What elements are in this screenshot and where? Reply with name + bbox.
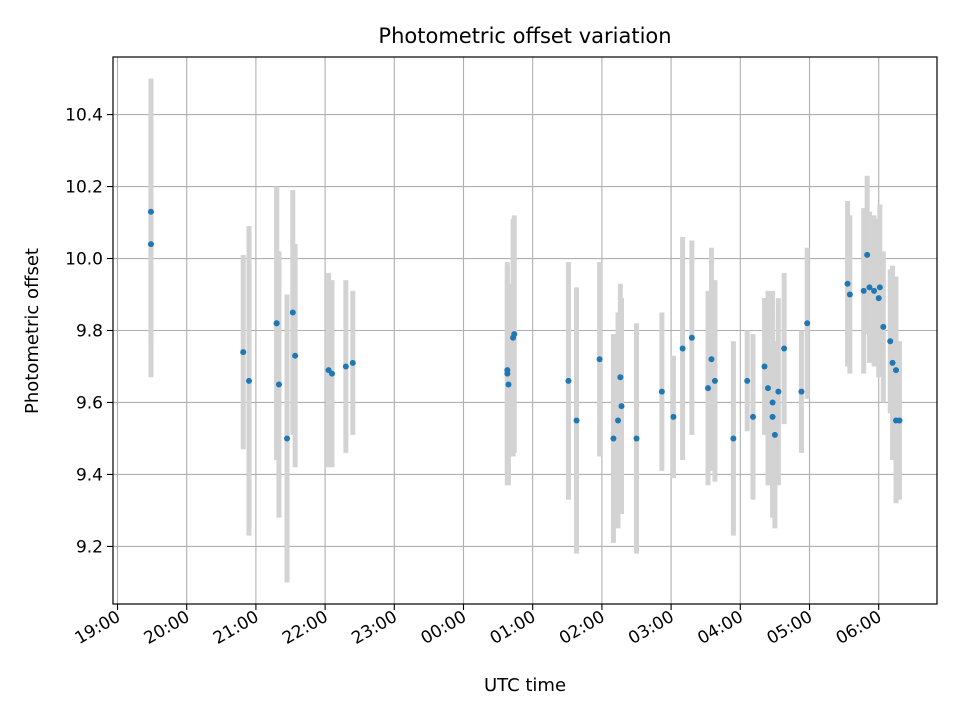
data-point [875,295,882,302]
data-point [633,435,640,442]
grid [113,57,937,604]
data-point [711,377,718,384]
y-axis-ticks: 9.2 9.4 9.6 9.8 10.0 10.2 10.4 [65,106,113,557]
data-point [275,381,282,388]
y-tick-label: 10.2 [65,178,103,198]
data-point [775,388,782,395]
data-point [887,338,894,345]
data-point [708,356,715,363]
data-point [240,349,247,356]
y-tick-label: 9.4 [76,465,103,485]
data-point [596,356,603,363]
data-point [846,291,853,298]
x-tick-label: 19:00 [72,607,124,649]
x-axis-ticks: 19:00 20:00 21:00 22:00 23:00 00:00 01:00 02:00… [72,604,885,649]
data-point [781,345,788,352]
data-point [658,388,665,395]
x-tick-label: 22:00 [279,607,331,649]
x-tick-label: 03:00 [625,607,677,649]
data-point [688,334,695,341]
data-points [147,208,903,442]
data-point [771,431,778,438]
data-point [573,417,580,424]
data-point [511,331,518,338]
data-point [679,345,686,352]
x-axis-label: UTC time [484,675,566,696]
data-point [769,399,776,406]
data-point [342,363,349,370]
data-point [761,363,768,370]
data-point [617,374,624,381]
x-tick-label: 01:00 [487,607,539,649]
x-tick-label: 06:00 [833,607,885,649]
data-point [670,413,677,420]
x-tick-label: 02:00 [556,607,608,649]
y-tick-label: 9.6 [76,393,103,413]
x-tick-label: 23:00 [348,607,400,649]
x-tick-label: 04:00 [694,607,746,649]
x-tick-label: 00:00 [418,607,470,649]
y-tick-label: 10.4 [65,106,103,126]
data-point [893,367,899,374]
x-tick-label: 21:00 [210,607,262,649]
chart-title: Photometric offset variation [378,24,671,48]
data-point [615,417,622,424]
data-point [504,370,511,377]
data-point [618,403,625,410]
data-point [864,251,871,258]
data-point [705,385,712,392]
y-tick-label: 9.8 [76,322,103,342]
data-point [880,323,887,330]
data-point [292,352,299,359]
data-point [329,370,336,377]
data-point [889,359,896,366]
data-point [273,320,280,327]
data-point [289,309,296,316]
data-point [896,417,903,424]
data-point [610,435,617,442]
data-point [730,435,737,442]
data-point [349,359,356,366]
x-tick-label: 20:00 [141,607,193,649]
y-axis-label: Photometric offset [22,248,43,414]
data-point [749,413,756,420]
data-point [505,381,512,388]
data-point [147,241,154,248]
y-tick-label: 9.2 [76,537,103,557]
data-point [245,377,252,384]
data-point [284,435,291,442]
data-point [844,280,851,287]
data-point [565,377,572,384]
data-point [804,320,811,327]
data-point [876,284,883,291]
data-point [871,287,878,294]
y-tick-label: 10.0 [65,250,103,270]
data-point [769,413,776,420]
data-point [764,385,771,392]
data-point [798,388,805,395]
data-point [860,287,867,294]
x-tick-label: 05:00 [764,607,816,649]
data-point [744,377,751,384]
data-point [866,284,873,291]
data-point [147,208,154,215]
